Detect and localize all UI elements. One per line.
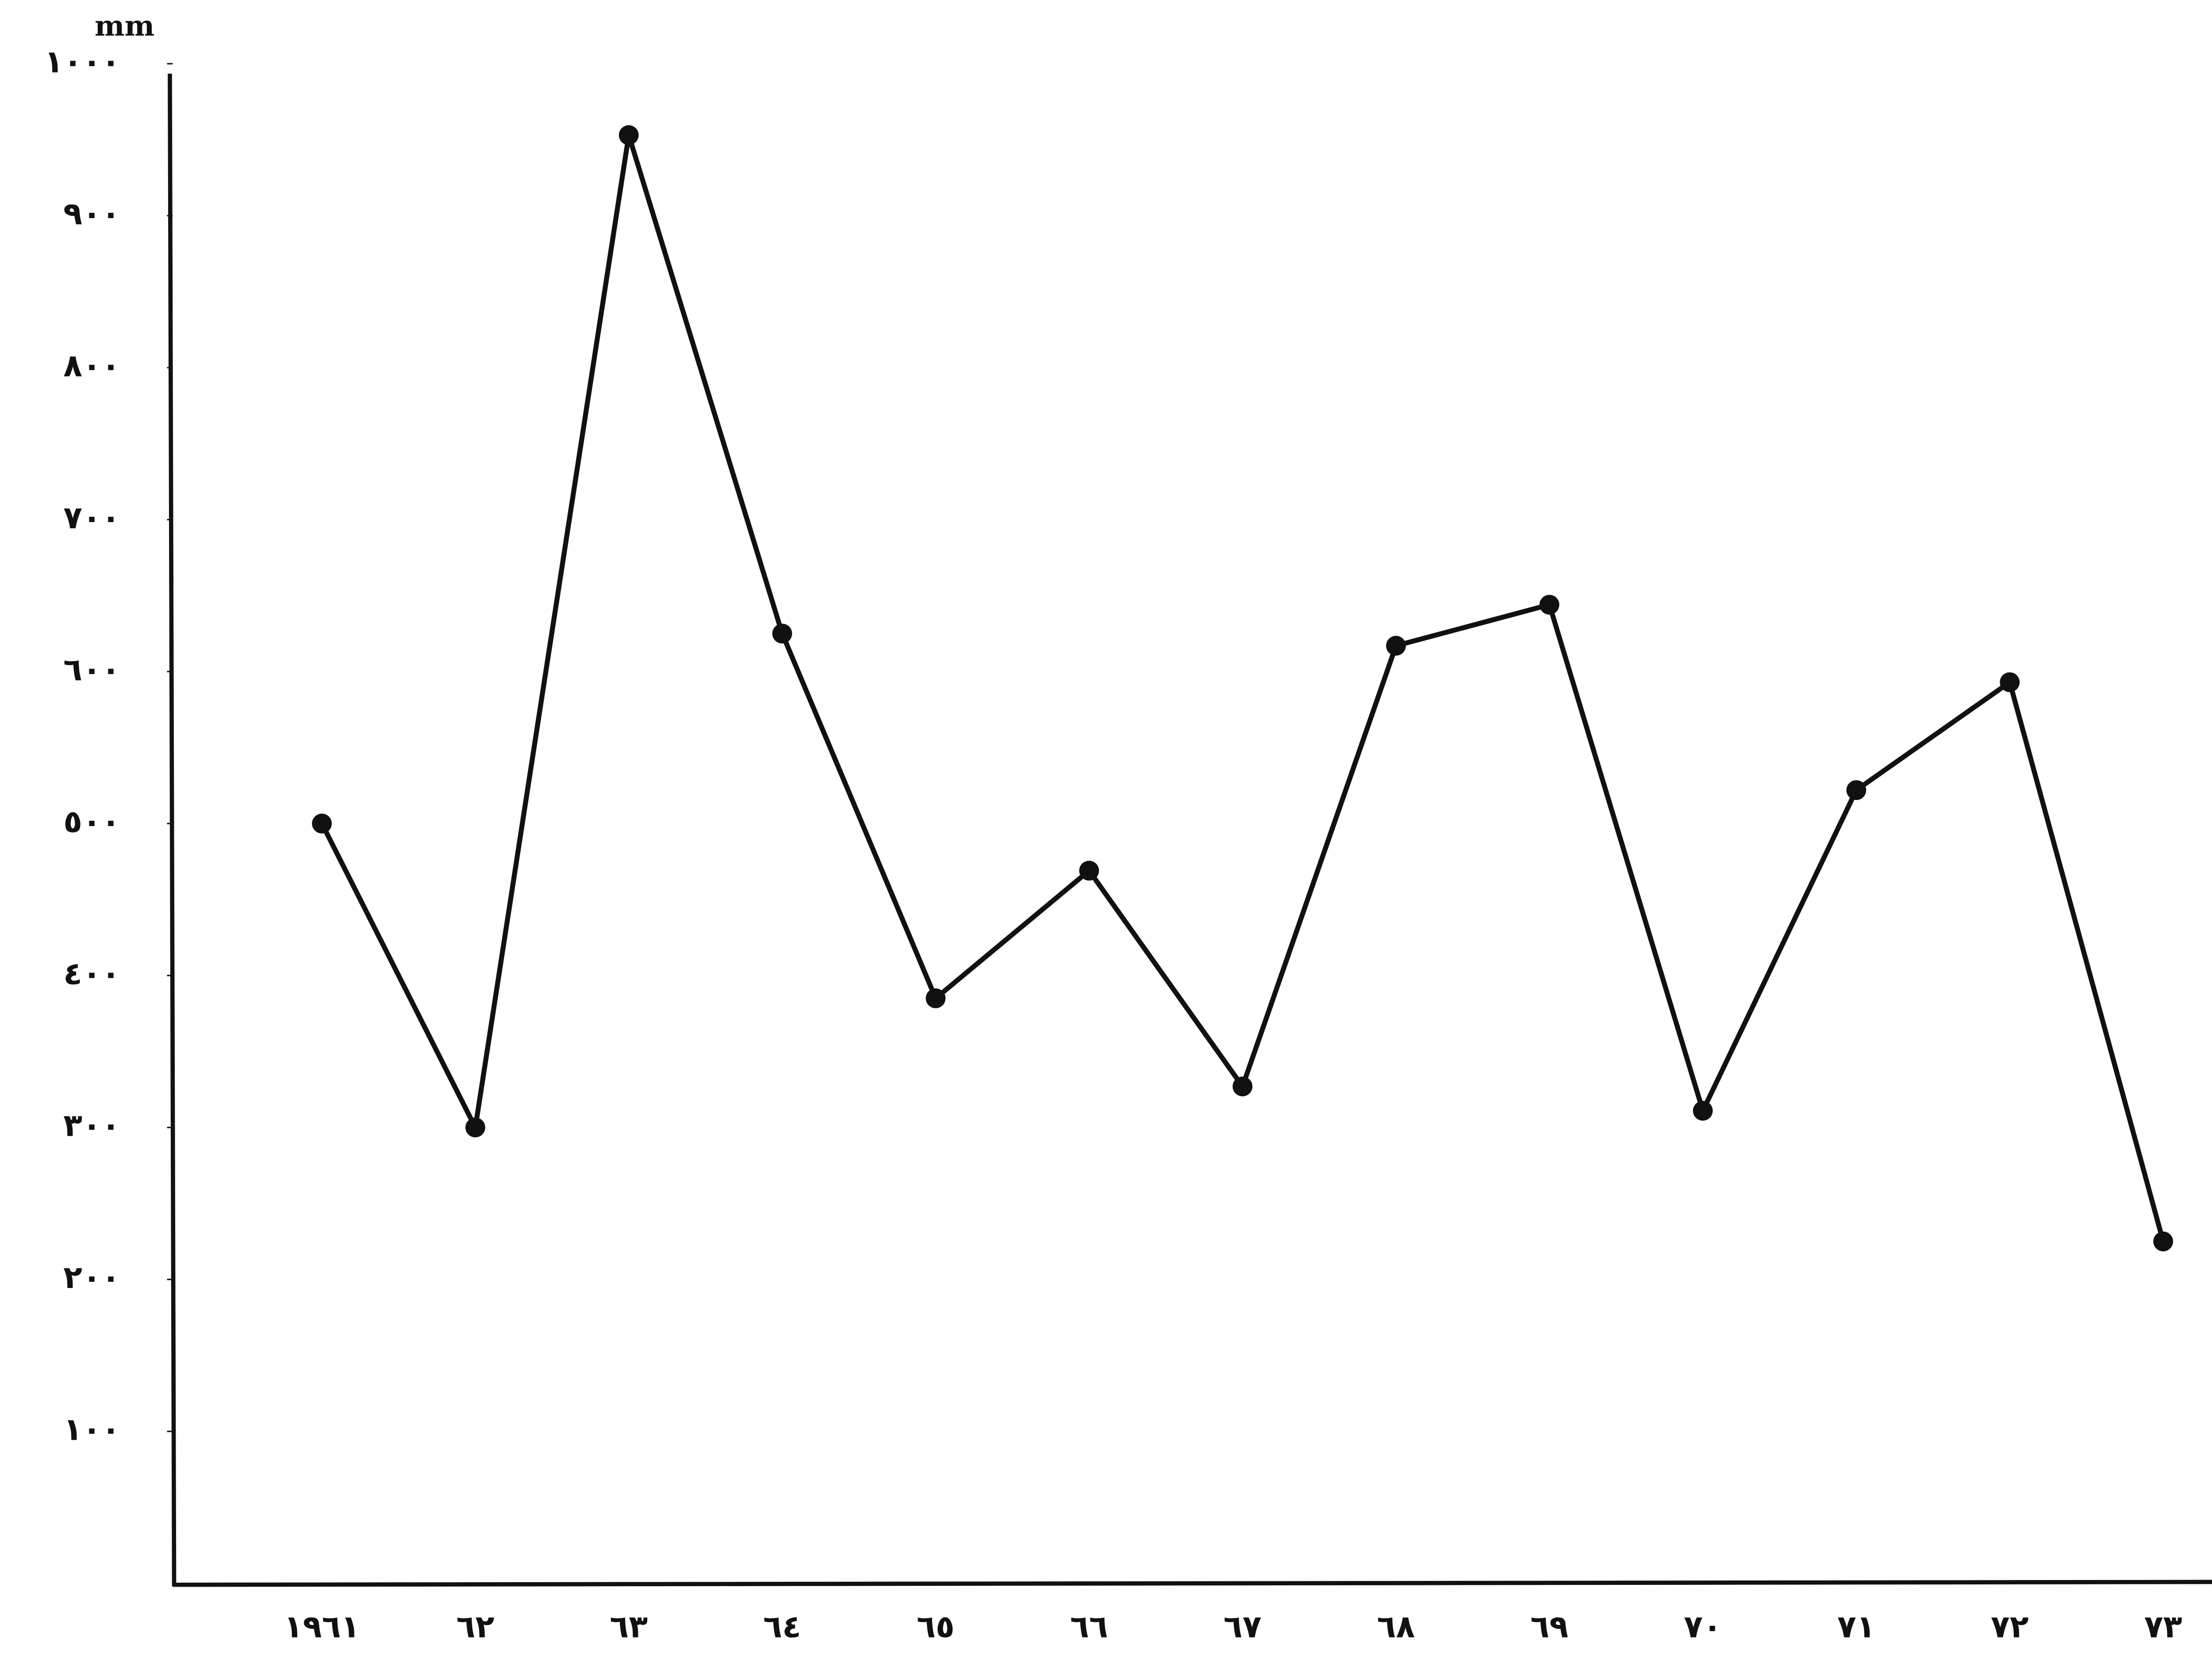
x-tick-label: ٦٦ bbox=[1070, 1609, 1108, 1645]
data-point bbox=[1079, 861, 1099, 881]
y-tick-label: ٨٠٠ bbox=[63, 347, 120, 384]
y-tick-label: ٦٠٠ bbox=[63, 651, 120, 688]
data-point bbox=[312, 813, 332, 834]
x-tick-label: ٧١ bbox=[1837, 1609, 1875, 1645]
x-tick-label: ٧٠ bbox=[1684, 1609, 1722, 1645]
x-tick-label: ٧٣ bbox=[2144, 1609, 2182, 1645]
y-tick-label: ٣٠٠ bbox=[63, 1107, 120, 1144]
data-point bbox=[1386, 636, 1406, 656]
x-tick-label: ٦٢ bbox=[456, 1609, 494, 1645]
y-tick-label: ٤٠٠ bbox=[63, 955, 120, 992]
x-axis bbox=[173, 1580, 2212, 1587]
x-tick-label: ١٩٦١ bbox=[284, 1609, 360, 1645]
x-tick-label: ٧٢ bbox=[1991, 1609, 2029, 1645]
data-point bbox=[465, 1117, 485, 1138]
data-line bbox=[319, 132, 2166, 1242]
x-tick-label: ٦٥ bbox=[917, 1609, 955, 1645]
y-tick-label: ٢٠٠ bbox=[63, 1259, 120, 1296]
data-point bbox=[1846, 780, 1866, 800]
data-point bbox=[1539, 595, 1559, 615]
y-tick-label: ٩٠٠ bbox=[63, 196, 120, 232]
data-point bbox=[926, 988, 946, 1008]
y-tick-label: ١٠٠ bbox=[63, 1411, 120, 1448]
x-tick-label: ٦٤ bbox=[763, 1609, 801, 1645]
data-point bbox=[618, 125, 639, 145]
y-tick-label: ٥٠٠ bbox=[63, 804, 120, 840]
x-tick-label: ٦٨ bbox=[1377, 1609, 1415, 1645]
y-tick-label: ١٠٠٠ bbox=[44, 44, 120, 80]
y-axis-unit: mm bbox=[95, 10, 154, 43]
y-tick-label: ٧٠٠ bbox=[63, 500, 120, 536]
data-point bbox=[772, 623, 792, 644]
data-point bbox=[1693, 1101, 1713, 1121]
x-tick-label: ٦٣ bbox=[610, 1609, 648, 1645]
data-point bbox=[2000, 672, 2020, 692]
y-axis bbox=[168, 73, 177, 1586]
data-point bbox=[1233, 1076, 1253, 1096]
x-tick-label: ٦٩ bbox=[1530, 1609, 1568, 1645]
data-point bbox=[2153, 1231, 2174, 1252]
x-tick-label: ٦٧ bbox=[1224, 1609, 1262, 1645]
